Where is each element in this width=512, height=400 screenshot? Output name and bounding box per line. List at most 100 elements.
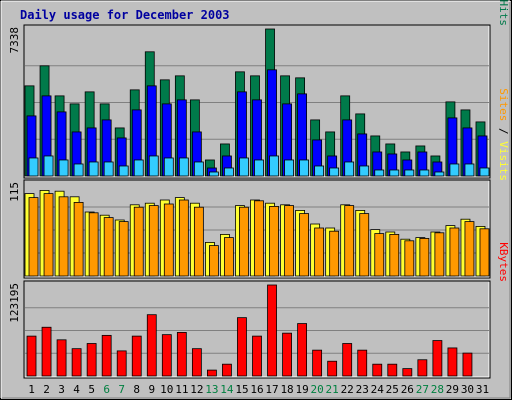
bar-kbytes-day-30 [462,352,473,377]
bar-sites-day-7 [118,221,129,277]
x-axis-labels: 1 2 3 4 5 6 7 8 9 10 11 12 13 14 15 16 17 18 19 20 21 22 23 24 2… [28,383,489,396]
bar-sites-day-10 [163,203,174,277]
bar-sites-day-20 [314,227,325,277]
x-tick-label: 24 [371,383,385,396]
x-tick-label: 15 [235,383,248,396]
bar-kbytes-day-12 [191,348,202,377]
bar-kbytes-day-18 [282,332,292,377]
x-tick-label: 13 [205,383,218,396]
bar-pages-day-26 [404,169,415,177]
panel-1: 7338 Pages / Files / Hits [8,0,510,179]
bar-kbytes-day-24 [372,363,383,377]
bar-kbytes-day-8 [131,335,142,377]
bar-pages-day-15 [239,157,249,177]
bar-sites-day-21 [329,230,340,277]
bar-pages-day-3 [58,159,69,177]
bar-pages-day-8 [133,159,144,177]
bar-sites-day-12 [193,206,204,277]
chart-title: Daily usage for December 2003 [20,8,230,22]
bar-kbytes-day-16 [252,335,262,377]
bar-pages-day-5 [88,161,99,177]
bar-sites-day-1 [28,197,39,277]
bar-pages-day-20 [314,165,325,177]
bar-kbytes-day-26 [402,368,413,377]
bar-sites-day-26 [404,240,415,277]
bar-sites-day-27 [419,237,430,277]
x-tick-label: 4 [73,383,80,396]
x-tick-label: 31 [476,383,489,396]
bar-kbytes-day-6 [101,334,112,377]
x-tick-label: 8 [133,383,140,396]
bar-kbytes-day-20 [312,349,323,377]
bar-kbytes-day-21 [327,360,338,377]
bar-kbytes-day-10 [161,334,172,377]
bar-kbytes-day-3 [56,339,67,377]
bar-sites-day-14 [224,237,234,277]
x-tick-label: 7 [118,383,125,396]
bar-pages-day-4 [73,163,84,177]
bar-pages-day-30 [464,163,475,177]
x-tick-label: 18 [280,383,293,396]
bar-kbytes-day-2 [41,326,52,377]
panels: 7338 Pages / Files / Hits 115 Sites / Visit… [8,0,510,379]
bar-pages-day-6 [103,161,114,177]
bar-sites-day-29 [449,227,460,277]
bar-sites-day-30 [464,221,475,277]
bar-pages-day-14 [224,167,234,177]
x-tick-label: 12 [190,383,203,396]
x-tick-label: 23 [356,383,369,396]
bar-sites-day-4 [73,201,84,277]
x-tick-label: 11 [175,383,188,396]
bar-pages-day-10 [163,157,174,177]
x-tick-label: 9 [148,383,155,396]
bar-kbytes-day-7 [116,350,127,377]
bar-sites-day-24 [374,233,385,277]
bar-kbytes-day-23 [357,349,368,377]
bar-kbytes-day-5 [86,343,97,377]
panel-3: 123195 KBytes [8,242,510,379]
bar-pages-day-28 [434,171,445,177]
y-max-label: 123195 [8,283,21,323]
bar-sites-day-13 [209,245,219,277]
bar-kbytes-day-13 [207,369,217,377]
x-tick-label: 6 [103,383,110,396]
x-tick-label: 21 [326,383,339,396]
bar-pages-day-22 [344,161,355,177]
bar-kbytes-day-28 [432,340,443,377]
bar-kbytes-day-22 [342,343,353,377]
bar-sites-day-2 [43,193,54,277]
x-tick-label: 29 [446,383,459,396]
x-tick-label: 28 [431,383,444,396]
bar-kbytes-day-25 [387,363,398,377]
bar-kbytes-day-27 [417,359,428,377]
bar-kbytes-day-29 [447,347,458,377]
x-tick-label: 30 [461,383,474,396]
bar-kbytes-day-15 [237,317,247,377]
bar-sites-day-23 [359,213,370,277]
bar-sites-day-9 [148,205,159,277]
bar-kbytes-day-11 [176,332,187,377]
x-tick-label: 22 [341,383,354,396]
x-tick-label: 19 [295,383,308,396]
bar-pages-day-12 [193,161,204,177]
x-tick-label: 2 [43,383,50,396]
bar-pages-day-18 [284,159,294,177]
bar-sites-day-8 [133,206,144,277]
bar-pages-day-21 [329,167,340,177]
bar-sites-day-15 [239,206,249,277]
y-max-label: 7338 [8,27,21,54]
bar-pages-day-16 [254,159,264,177]
bar-kbytes-day-14 [222,363,232,377]
x-tick-label: 10 [160,383,173,396]
x-tick-label: 20 [311,383,324,396]
x-tick-label: 16 [250,383,263,396]
x-tick-label: 25 [386,383,399,396]
bar-pages-day-2 [43,155,54,177]
y-series-label: Sites / Visits [497,88,510,181]
bar-sites-day-19 [299,213,309,277]
bar-sites-day-22 [344,205,355,277]
bar-kbytes-day-1 [26,335,37,377]
bar-sites-day-5 [88,212,99,277]
bar-sites-day-31 [479,228,490,277]
